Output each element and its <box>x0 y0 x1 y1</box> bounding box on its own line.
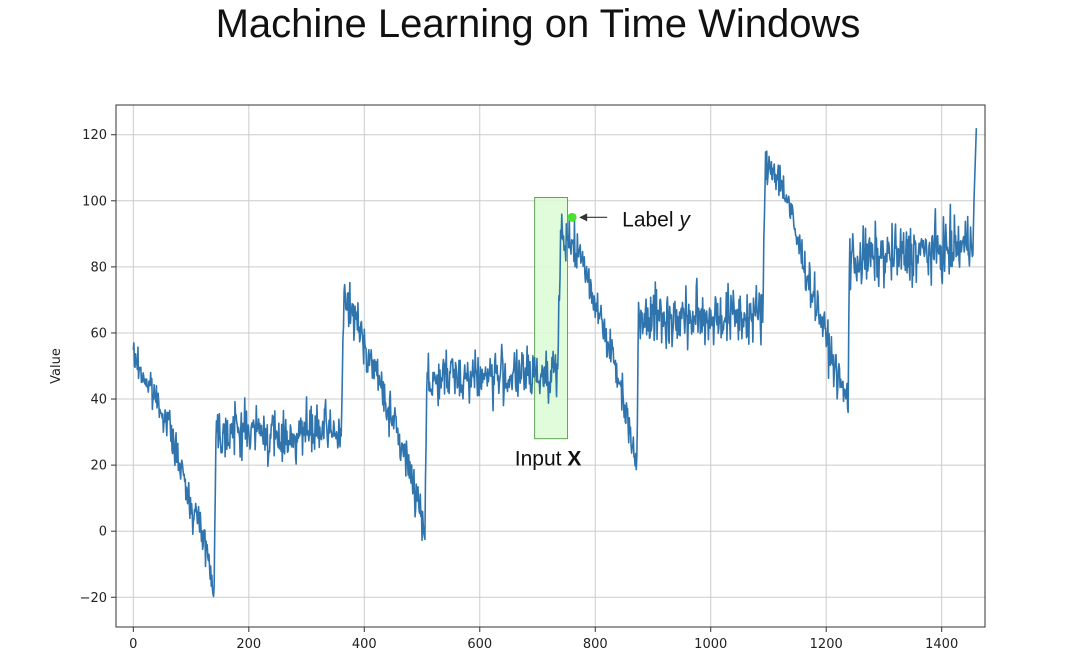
x-tick-label: 1400 <box>925 637 958 652</box>
label-arrow-head <box>579 213 588 222</box>
slide-title: Machine Learning on Time Windows <box>215 2 861 46</box>
y-tick-label: 120 <box>82 128 107 143</box>
annotation-layer: Input X Label y <box>515 208 692 470</box>
y-tick-label: 80 <box>90 260 107 275</box>
series-line <box>132 128 978 598</box>
plot-frame <box>115 104 986 628</box>
x-tick-label: 1000 <box>694 637 727 652</box>
axis-ticks: 0 200 400 600 800 1000 1200 1400 −20 0 20 40 60 80 100… <box>80 128 959 652</box>
x-tick-label: 1200 <box>810 637 843 652</box>
x-tick-label: 800 <box>583 637 608 652</box>
y-axis-label: Value <box>49 348 64 384</box>
x-tick-label: 400 <box>352 637 377 652</box>
input-x-label: Input X <box>515 448 582 471</box>
y-tick-label: 100 <box>82 194 107 209</box>
x-tick-label: 600 <box>467 637 492 652</box>
y-tick-label: 60 <box>90 326 107 341</box>
x-tick-label: 0 <box>129 637 137 652</box>
x-tick-label: 200 <box>236 637 261 652</box>
y-tick-label: 40 <box>90 393 107 408</box>
y-tick-label: 0 <box>99 525 107 540</box>
label-point <box>567 212 577 222</box>
y-tick-label: −20 <box>80 591 107 606</box>
label-y-text: Label y <box>622 208 691 231</box>
y-tick-label: 20 <box>90 459 107 474</box>
